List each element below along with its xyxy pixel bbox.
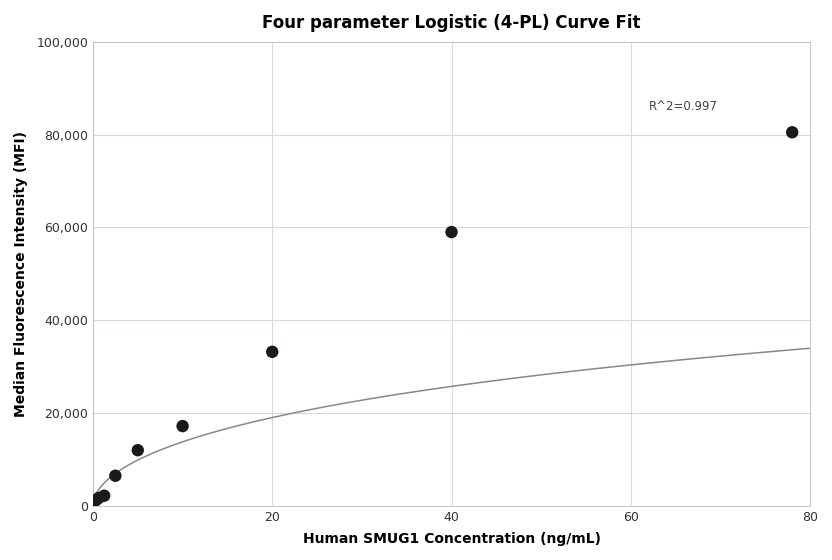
Point: [92, 493, 105, 502]
Title: Four parameter Logistic (4-PL) Curve Fit: Four parameter Logistic (4-PL) Curve Fit: [262, 14, 641, 32]
Point: [89, 496, 102, 505]
Point: [109, 472, 122, 480]
Point: [785, 128, 799, 137]
Text: R^2=0.997: R^2=0.997: [649, 100, 718, 113]
Point: [97, 491, 111, 500]
Point: [265, 347, 279, 356]
Point: [176, 422, 189, 431]
Point: [445, 227, 458, 236]
Point: [131, 446, 145, 455]
X-axis label: Human SMUG1 Concentration (ng/mL): Human SMUG1 Concentration (ng/mL): [303, 532, 601, 546]
Y-axis label: Median Fluorescence Intensity (MFI): Median Fluorescence Intensity (MFI): [14, 131, 28, 417]
